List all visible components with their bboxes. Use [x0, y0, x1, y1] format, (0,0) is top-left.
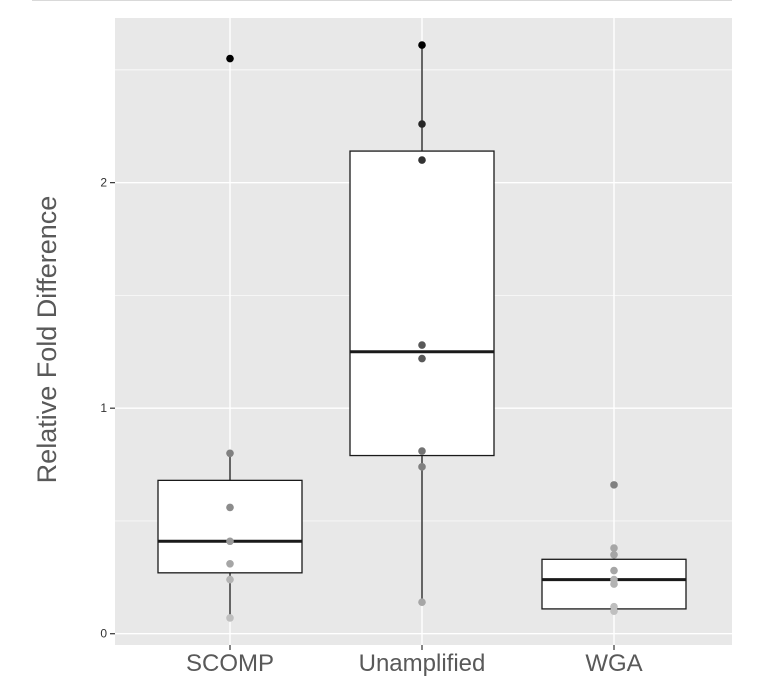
data-point: [418, 341, 426, 349]
data-point: [226, 614, 234, 622]
data-point: [418, 447, 426, 455]
data-points: [226, 41, 618, 622]
box-unamplified: [349, 150, 495, 457]
x-tick-label: Unamplified: [359, 650, 486, 677]
data-point: [418, 598, 426, 606]
data-point: [226, 449, 234, 458]
data-point: [610, 544, 618, 552]
data-point: [226, 54, 234, 63]
y-tick-label: 0: [100, 627, 107, 641]
y-axis-label: Relative Fold Difference: [32, 196, 62, 484]
y-tick-label: 2: [100, 176, 107, 190]
y-axis-ticks: 0 1 2: [100, 176, 115, 641]
data-point: [418, 463, 426, 471]
y-tick-label: 1: [100, 401, 107, 415]
data-point: [610, 566, 618, 575]
data-point: [418, 41, 426, 49]
data-point: [418, 120, 426, 128]
x-tick-label: SCOMP: [186, 650, 274, 677]
data-point: [610, 580, 618, 588]
data-point: [226, 560, 234, 568]
box-scomp: [157, 479, 303, 574]
x-axis-ticks: SCOMP Unamplified WGA: [186, 645, 643, 677]
data-point: [610, 607, 618, 615]
data-point: [226, 503, 234, 512]
data-point: [418, 354, 426, 363]
x-tick-label: WGA: [585, 650, 642, 677]
data-point: [226, 537, 234, 546]
data-point: [418, 156, 426, 164]
data-point: [610, 481, 618, 489]
data-point: [610, 550, 618, 559]
data-point: [226, 575, 234, 584]
top-divider: [32, 0, 732, 1]
